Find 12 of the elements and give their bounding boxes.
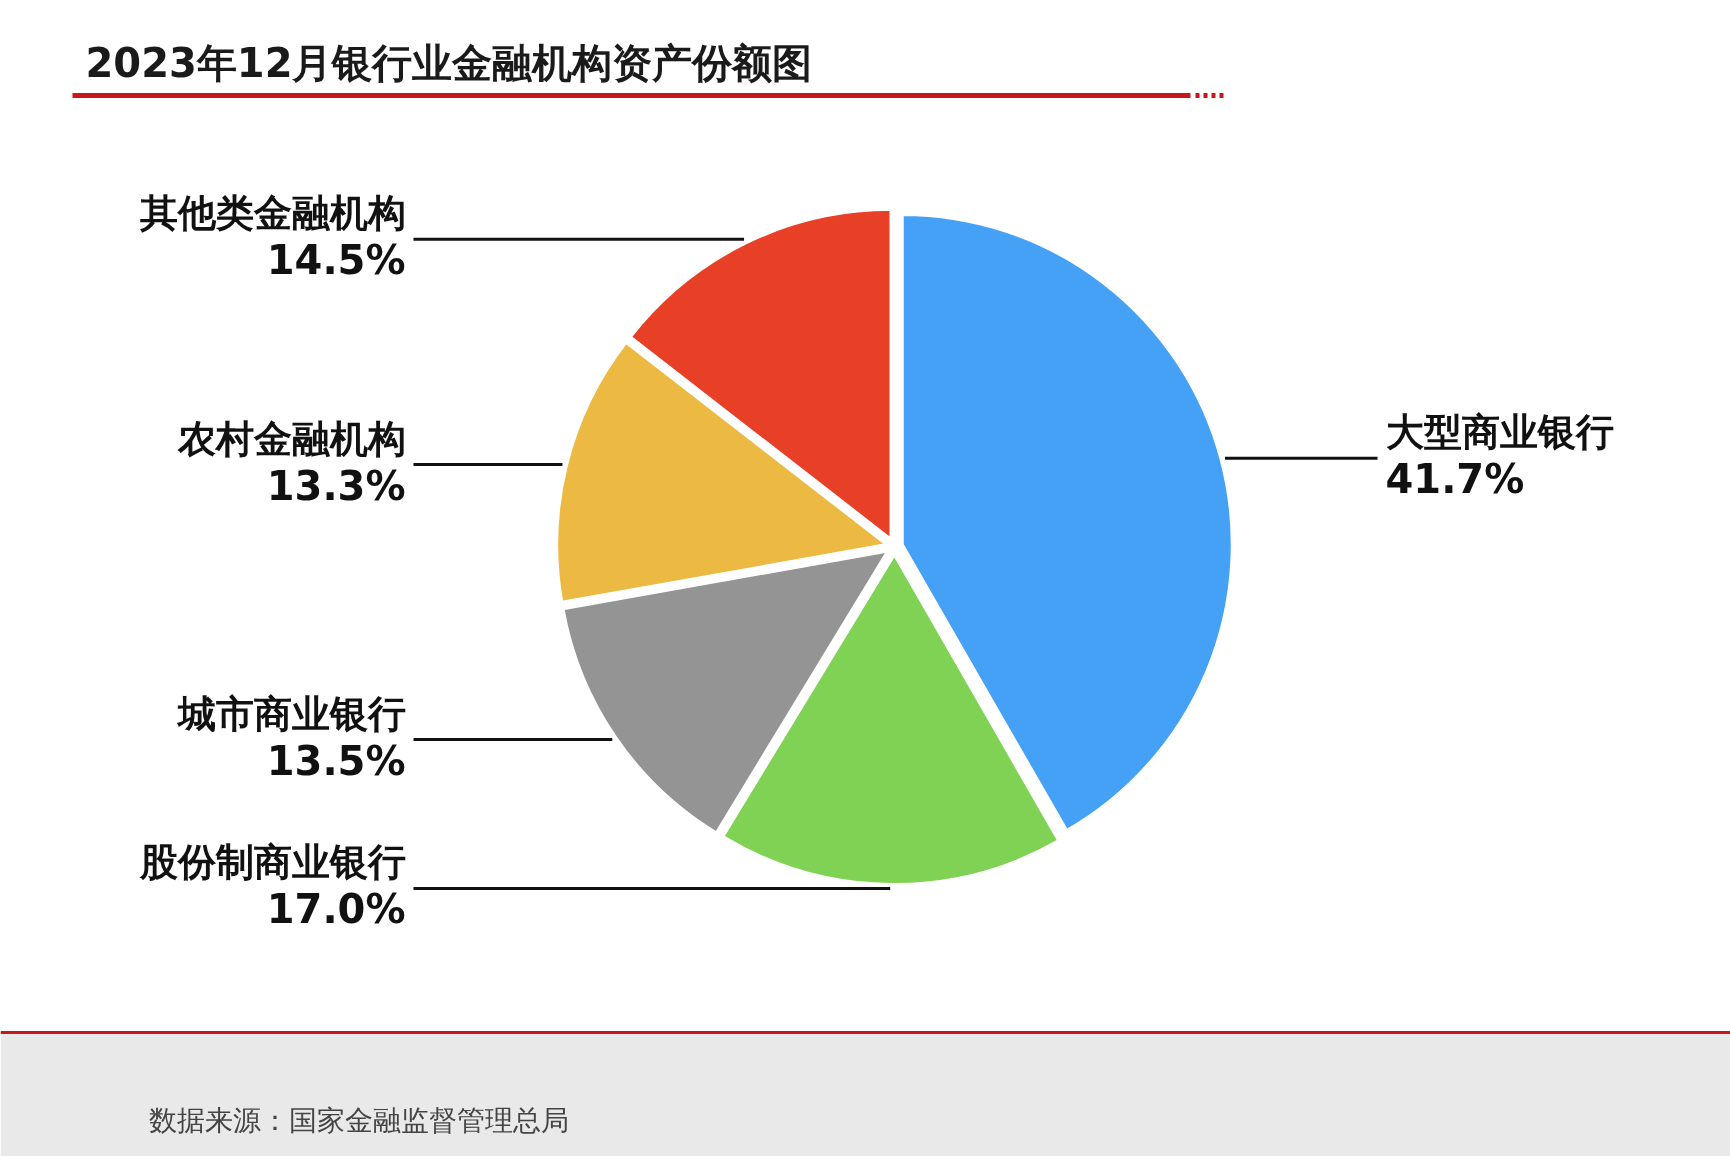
- data-label: 13.5%: [266, 737, 406, 784]
- chart-title: 2023年12月银行业金融机构资产份额图: [85, 39, 813, 86]
- slice-label: 其他类金融机构: [138, 191, 406, 236]
- slice-label: 农村金融机构: [176, 416, 406, 461]
- source-note: 数据来源：国家金融监督管理总局: [148, 1104, 569, 1137]
- slice-label: 大型商业银行: [1385, 410, 1614, 455]
- data-label: 14.5%: [266, 237, 406, 284]
- data-label: 17.0%: [266, 886, 406, 933]
- slice-label: 城市商业银行: [175, 691, 406, 736]
- data-label: 41.7%: [1385, 456, 1525, 503]
- data-label: 13.3%: [266, 462, 406, 509]
- slice-label: 股份制商业银行: [138, 840, 406, 885]
